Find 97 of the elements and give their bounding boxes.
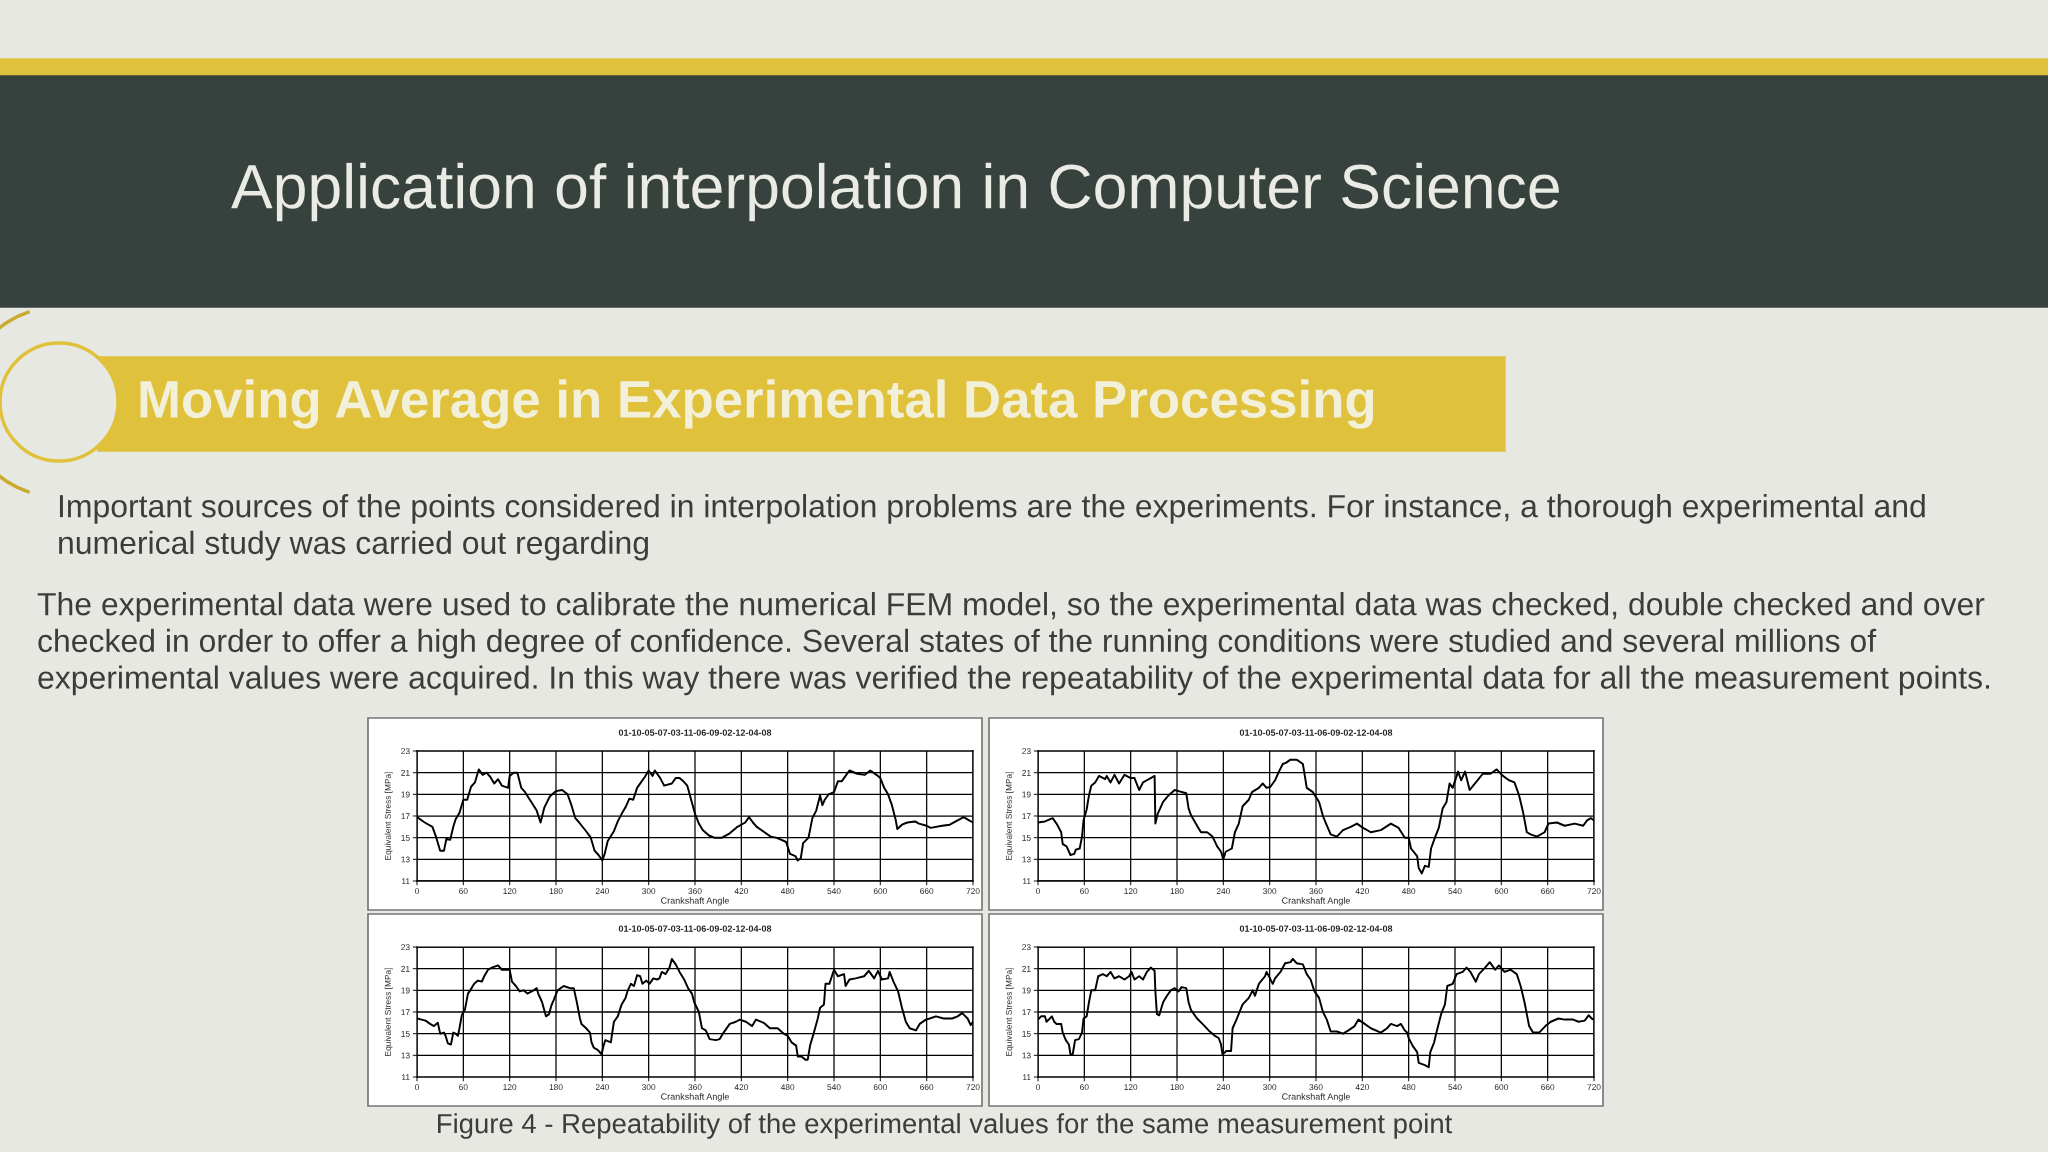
x-tick-label: 0 [1036,888,1040,895]
y-tick-label: 13 [1022,856,1031,863]
y-tick-label: 15 [401,1030,410,1037]
y-tick-label: 17 [1022,813,1031,820]
y-tick-label: 21 [1022,769,1031,776]
x-tick-label: 540 [827,1084,841,1091]
y-tick-label: 13 [401,856,410,863]
y-axis-title: Equivalent Stress [MPa] [384,772,393,860]
x-tick-label: 180 [1170,888,1184,895]
chart-title: 01-10-05-07-03-11-06-09-02-12-04-08 [618,925,772,932]
x-tick-label: 540 [1448,888,1462,895]
x-tick-label: 60 [1080,888,1089,895]
y-tick-label: 17 [401,1009,410,1016]
x-tick-label: 360 [688,888,702,895]
text: Important sources of the points considered in interpolation problems are the experiments. For instance, a thorough experimental and numerical study was carried out regarding [59,494,1925,561]
x-tick-label: 120 [1124,888,1138,895]
x-tick-label: 600 [873,1084,887,1091]
text: The experimental data were used to calibrate the numerical FEM model, so the experimental data was checked, double checked and over checked in order to offer a high degree of confidence. Several states of the running conditions were studied and several millions of experimental values were acquired. In this way there was verified the repeatability of the experimental data for all the measurement points. [37,592,1990,696]
x-axis-title: Crankshaft Angle [661,897,729,906]
x-tick-label: 480 [780,888,795,895]
y-tick-label: 19 [401,987,410,994]
chart-title: 01-10-05-07-03-11-06-09-02-12-04-08 [1239,729,1393,736]
x-tick-label: 300 [642,1084,656,1091]
text: Application of interpolation in Computer Science [231,162,1559,222]
x-axis-title: Crankshaft Angle [1282,897,1350,906]
y-tick-label: 11 [1023,1074,1031,1081]
y-tick-label: 17 [401,813,410,820]
x-tick-label: 660 [1541,1084,1555,1091]
y-tick-label: 17 [1022,1009,1031,1016]
x-tick-label: 120 [503,1084,517,1091]
x-tick-label: 120 [503,888,517,895]
x-tick-label: 420 [1355,1084,1369,1091]
y-tick-label: 11 [402,878,410,885]
x-tick-label: 540 [827,888,841,895]
y-axis-title: Equivalent Stress [MPa] [384,968,393,1056]
y-tick-label: 23 [1022,944,1031,951]
x-tick-label: 720 [1587,1084,1601,1091]
y-tick-label: 21 [1022,965,1031,972]
x-tick-label: 420 [1355,888,1369,895]
x-tick-label: 360 [1309,1084,1323,1091]
x-tick-label: 0 [1036,1084,1040,1091]
x-tick-label: 120 [1124,1084,1138,1091]
y-tick-label: 19 [1022,791,1031,798]
y-tick-label: 19 [1022,987,1031,994]
y-axis-title: Equivalent Stress [MPa] [1005,968,1014,1056]
x-tick-label: 600 [1494,888,1508,895]
x-tick-label: 240 [1216,888,1230,895]
x-tick-label: 60 [459,888,468,895]
x-tick-label: 660 [1541,888,1555,895]
x-tick-label: 480 [780,1084,795,1091]
y-tick-label: 21 [401,965,410,972]
y-tick-label: 23 [1022,748,1031,755]
x-tick-label: 660 [920,888,934,895]
y-axis-title: Equivalent Stress [MPa] [1005,772,1014,860]
x-axis-title: Crankshaft Angle [1282,1093,1350,1102]
x-tick-label: 540 [1448,1084,1462,1091]
x-axis-title: Crankshaft Angle [661,1093,729,1102]
x-tick-label: 0 [415,888,419,895]
x-tick-label: 240 [595,1084,609,1091]
chart-title: 01-10-05-07-03-11-06-09-02-12-04-08 [1239,925,1393,932]
x-tick-label: 60 [459,1084,468,1091]
x-tick-label: 600 [1494,1084,1508,1091]
x-tick-label: 720 [966,888,980,895]
x-tick-label: 360 [688,1084,702,1091]
x-tick-label: 180 [1170,1084,1184,1091]
chart-title: 01-10-05-07-03-11-06-09-02-12-04-08 [618,729,772,736]
y-tick-label: 21 [401,769,410,776]
x-tick-label: 660 [920,1084,934,1091]
x-tick-label: 720 [1587,888,1601,895]
y-tick-label: 15 [401,834,410,841]
y-tick-label: 11 [1023,878,1031,885]
y-tick-label: 23 [401,748,410,755]
text: Moving Average in Experimental Data Processing [140,379,1374,429]
y-tick-label: 13 [401,1052,410,1059]
y-tick-label: 19 [401,791,410,798]
x-tick-label: 300 [642,888,656,895]
x-tick-label: 420 [734,1084,748,1091]
x-tick-label: 480 [1401,888,1416,895]
y-tick-label: 11 [402,1074,410,1081]
x-tick-label: 240 [1216,1084,1230,1091]
x-tick-label: 420 [734,888,748,895]
y-tick-label: 15 [1022,1030,1031,1037]
y-tick-label: 23 [401,944,410,951]
x-tick-label: 480 [1401,1084,1416,1091]
x-tick-label: 240 [595,888,609,895]
x-tick-label: 180 [549,1084,563,1091]
x-tick-label: 0 [415,1084,419,1091]
x-tick-label: 720 [966,1084,980,1091]
x-tick-label: 300 [1263,1084,1277,1091]
x-tick-label: 600 [873,888,887,895]
x-tick-label: 60 [1080,1084,1089,1091]
y-tick-label: 15 [1022,834,1031,841]
x-tick-label: 180 [549,888,563,895]
x-tick-label: 360 [1309,888,1323,895]
caption: Figure 4 - Repeatability of the experimental values for the same measurement point [438,1113,1453,1139]
x-tick-label: 300 [1263,888,1277,895]
y-tick-label: 13 [1022,1052,1031,1059]
